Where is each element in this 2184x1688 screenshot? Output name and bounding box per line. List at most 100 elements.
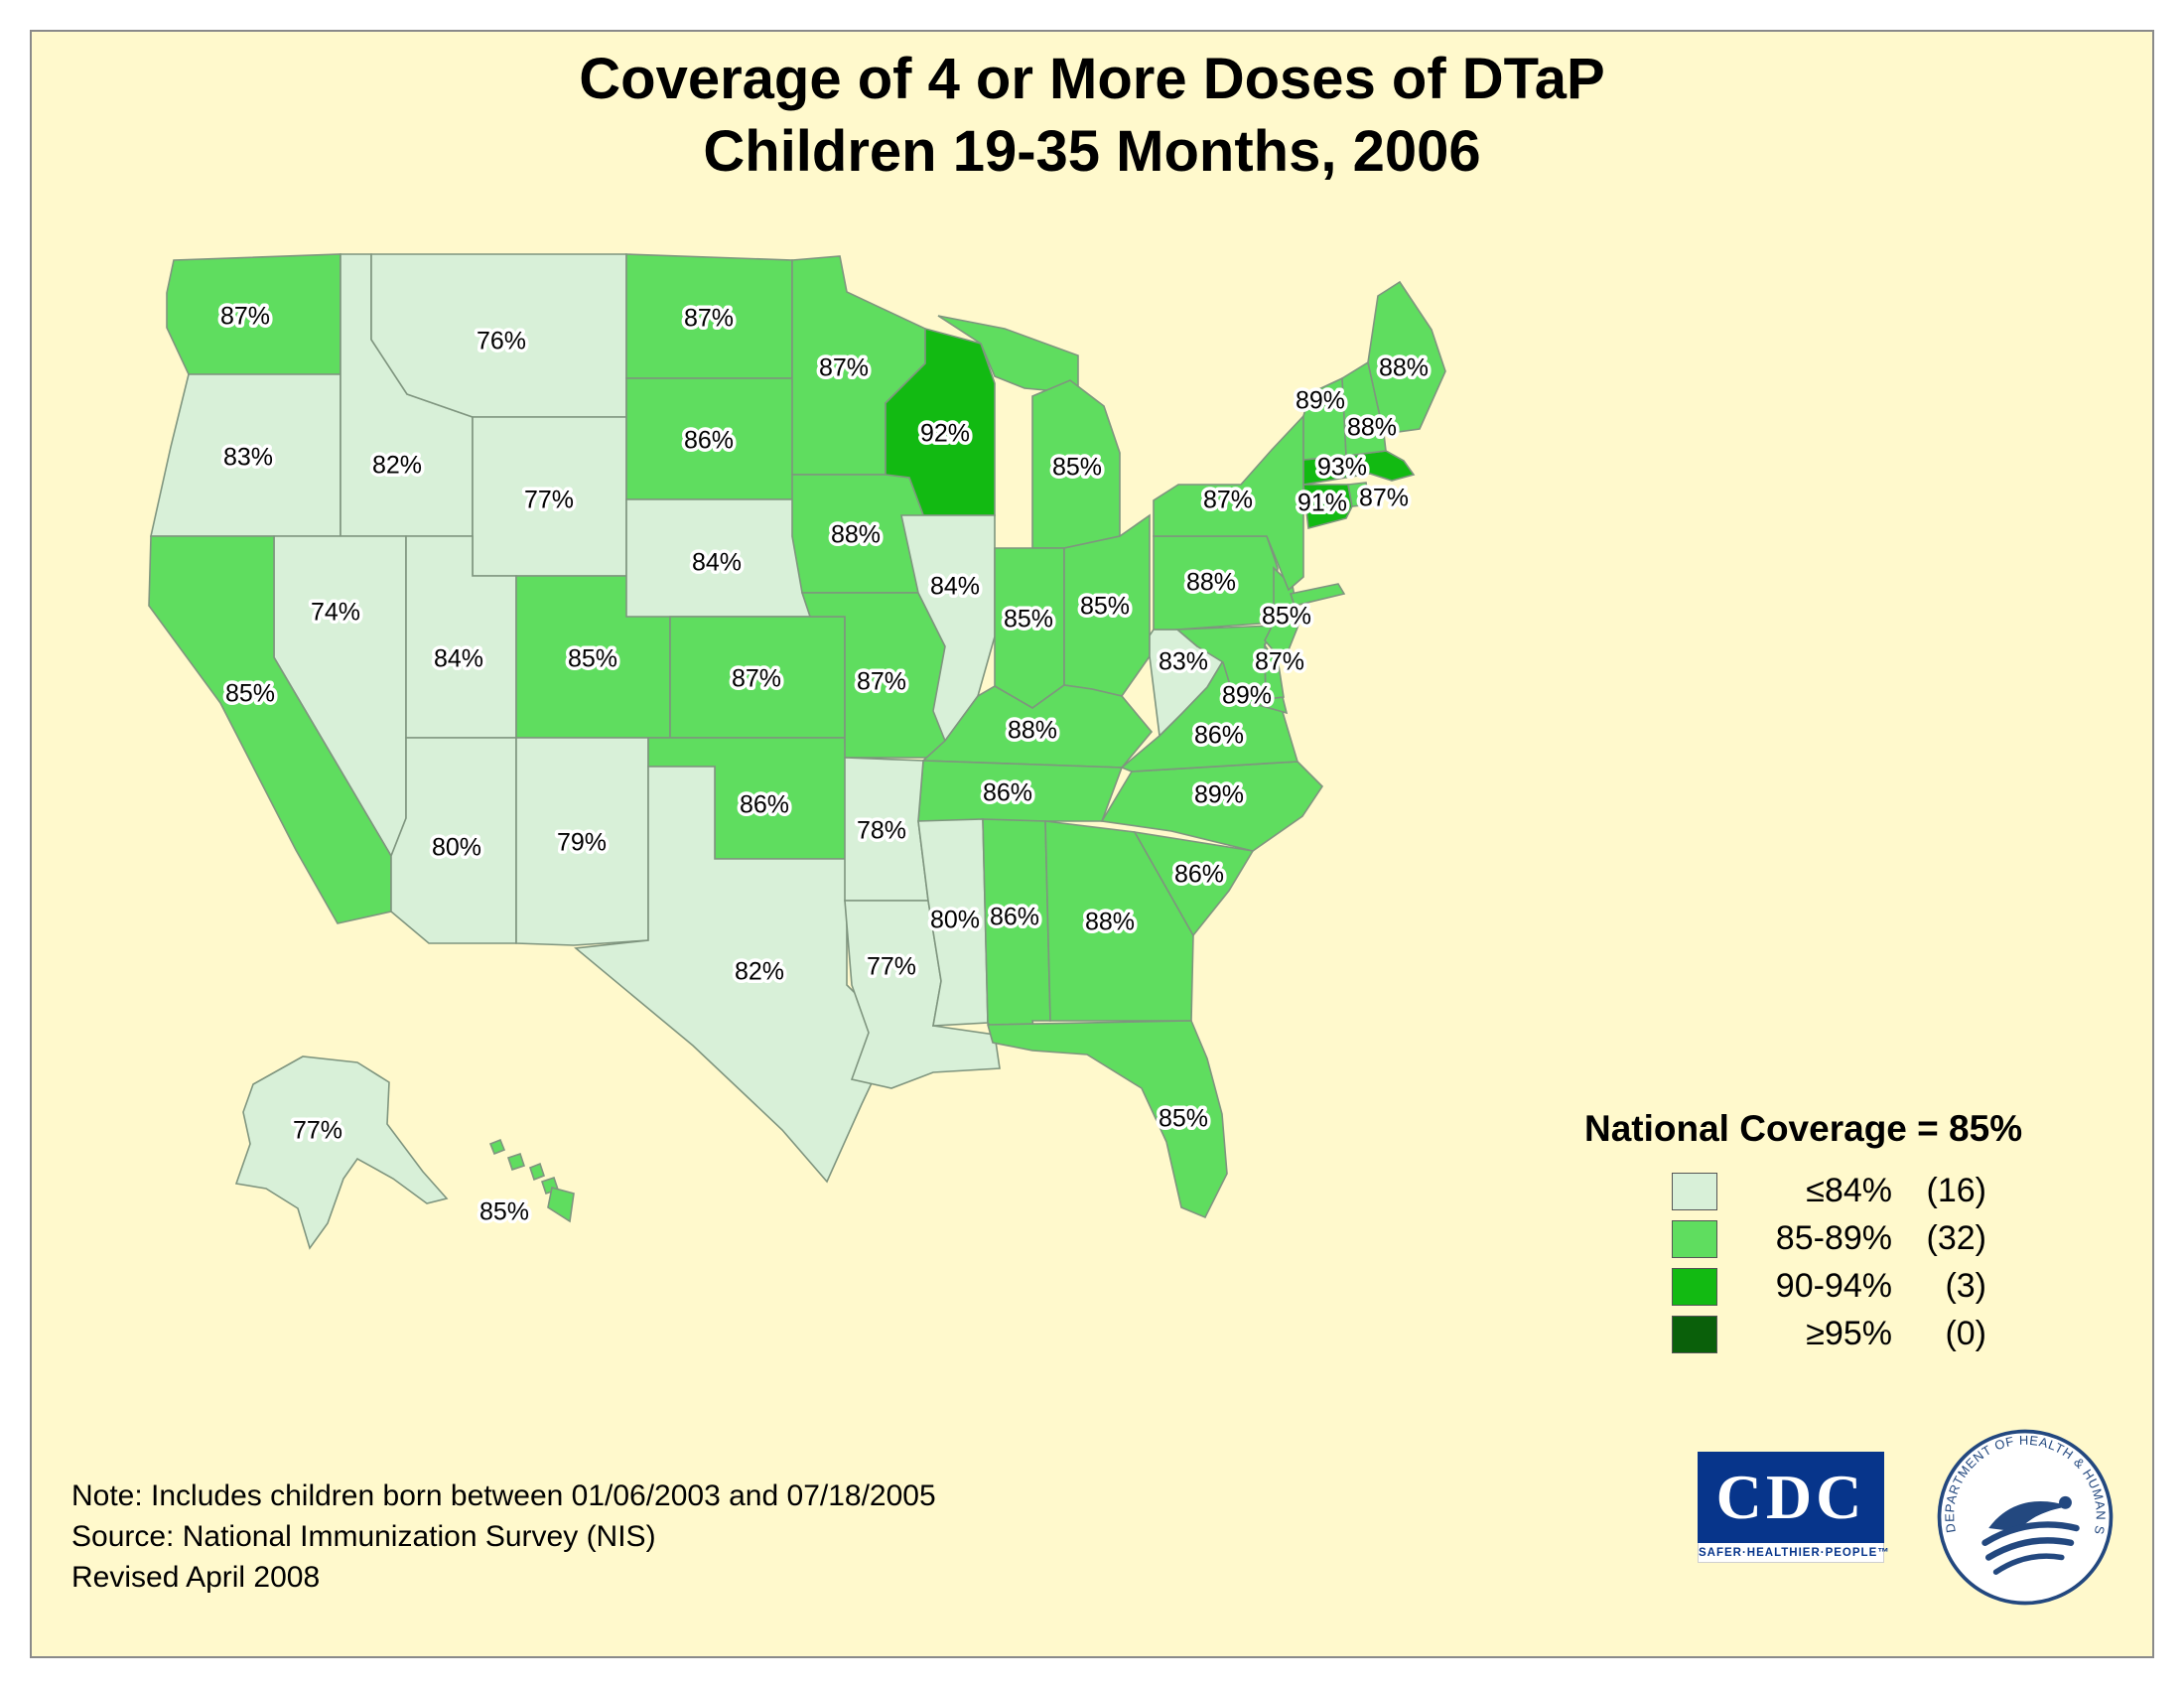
state-hi-island-2 [506, 1152, 526, 1172]
state-ny-long-island [1289, 583, 1346, 607]
state-ct [1302, 484, 1353, 530]
state-label-de: 87% [1255, 648, 1304, 676]
title-line2: Children 19-35 Months, 2006 [703, 118, 1481, 184]
state-label-wv: 83% [1159, 648, 1208, 676]
legend-swatch-85-89 [1672, 1219, 1717, 1258]
state-ny [1153, 413, 1304, 592]
state-nc [1100, 761, 1324, 852]
state-label-ar: 78% [857, 817, 906, 845]
state-label-nh: 88% [1347, 414, 1397, 442]
title-line1: Coverage of 4 or More Doses of DTaP [579, 47, 1605, 111]
legend-row-4: ≥95% (0) [1584, 1315, 2120, 1353]
state-label-md: 89% [1222, 682, 1272, 710]
legend-label-ge95: ≥95% [1806, 1315, 1892, 1352]
state-label-or: 83% [223, 444, 273, 472]
state-sc [1133, 830, 1255, 937]
state-label-vt: 89% [1296, 387, 1345, 415]
legend-count-85-89: (32) [1926, 1219, 1986, 1257]
state-label-ri: 87% [1359, 485, 1409, 512]
state-hi-island-3 [529, 1162, 545, 1182]
note-line: Note: Includes children born between 01/… [71, 1479, 936, 1512]
hhs-seal: DEPARTMENT OF HEALTH & HUMAN SERVICES · … [1934, 1426, 2114, 1606]
state-label-sd: 86% [684, 427, 734, 455]
revised-line: Revised April 2008 [71, 1561, 321, 1594]
legend-swatch-le84 [1672, 1172, 1717, 1210]
state-nh [1341, 360, 1387, 457]
state-label-ut: 84% [434, 645, 483, 673]
state-label-mi: 85% [1052, 454, 1102, 482]
state-tx [574, 766, 896, 1184]
state-ca [148, 535, 392, 924]
legend-count-90-94: (3) [1945, 1267, 1986, 1305]
state-label-nd: 87% [684, 305, 734, 333]
state-label-ks: 87% [732, 665, 781, 693]
legend-swatch-ge95 [1672, 1315, 1717, 1353]
footnotes: Note: Includes children born between 01/… [71, 1476, 936, 1598]
state-label-in: 85% [1004, 606, 1053, 633]
legend-label-90-94: 90-94% [1775, 1267, 1892, 1305]
state-nm [515, 737, 649, 946]
state-label-ky: 88% [1008, 717, 1057, 745]
legend-label-85-89: 85-89% [1775, 1219, 1892, 1257]
legend-swatch-90-94 [1672, 1267, 1717, 1306]
state-label-nj: 85% [1262, 603, 1311, 631]
state-label-nm: 79% [557, 829, 607, 857]
state-label-ny: 87% [1203, 487, 1253, 514]
state-label-tx: 82% [735, 958, 784, 986]
state-hi-island-5 [547, 1187, 575, 1223]
state-ky [921, 684, 1154, 769]
source-line: Source: National Immunization Survey (NI… [71, 1520, 656, 1553]
state-label-az: 80% [432, 834, 481, 862]
cdc-logo-box: CDC [1698, 1452, 1884, 1543]
state-label-ct: 91% [1297, 490, 1347, 517]
state-label-hi: 85% [479, 1198, 529, 1226]
map-legend: National Coverage = 85% ≤84% (16) 85-89%… [1584, 1108, 2120, 1362]
page-title: Coverage of 4 or More Doses of DTaP Chil… [0, 44, 2184, 188]
state-label-wi: 92% [920, 420, 970, 448]
legend-heading: National Coverage = 85% [1584, 1108, 2023, 1149]
state-label-me: 88% [1379, 354, 1429, 382]
state-label-nv: 74% [311, 599, 360, 627]
state-label-ne: 84% [692, 549, 742, 577]
state-label-wa: 87% [220, 303, 270, 331]
legend-row-1: ≤84% (16) [1584, 1172, 2120, 1210]
state-label-tn: 86% [983, 779, 1032, 807]
cdc-logo-text: CDC [1715, 1462, 1866, 1532]
state-label-ok: 86% [740, 791, 789, 819]
hhs-eagle-icon [1981, 1495, 2080, 1575]
legend-count-ge95: (0) [1945, 1315, 1986, 1352]
state-al [982, 818, 1051, 1051]
state-label-fl: 85% [1159, 1105, 1208, 1133]
state-label-oh: 85% [1080, 593, 1130, 621]
state-label-ia: 88% [831, 521, 881, 549]
state-me [1367, 280, 1446, 435]
cdc-logo-tagline: SAFER·HEALTHIER·PEOPLE™ [1698, 1543, 1889, 1563]
cdc-logo: CDC SAFER·HEALTHIER·PEOPLE™ [1698, 1452, 1889, 1563]
state-label-il: 84% [930, 573, 980, 601]
state-label-ms: 80% [930, 907, 980, 934]
state-ak [234, 1055, 449, 1250]
legend-row-2: 85-89% (32) [1584, 1219, 2120, 1258]
state-ri [1347, 482, 1371, 507]
state-label-wy: 77% [524, 487, 574, 514]
state-label-pa: 88% [1186, 569, 1236, 597]
state-label-ma: 93% [1317, 454, 1367, 482]
state-label-mn: 87% [819, 354, 869, 382]
state-label-ca: 85% [225, 680, 275, 708]
state-label-al: 86% [990, 904, 1039, 931]
state-label-va: 86% [1194, 722, 1244, 750]
state-label-ga: 88% [1085, 909, 1135, 936]
state-label-mt: 76% [477, 328, 526, 355]
state-hi-island-1 [488, 1138, 506, 1156]
state-label-co: 85% [568, 645, 617, 673]
state-label-nc: 89% [1194, 781, 1244, 809]
state-label-mo: 87% [857, 668, 906, 696]
legend-row-3: 90-94% (3) [1584, 1267, 2120, 1306]
state-de [1264, 642, 1285, 700]
state-label-la: 77% [867, 953, 916, 981]
state-label-ak: 77% [293, 1117, 342, 1145]
state-fl [986, 1020, 1228, 1219]
state-label-sc: 86% [1174, 861, 1224, 889]
